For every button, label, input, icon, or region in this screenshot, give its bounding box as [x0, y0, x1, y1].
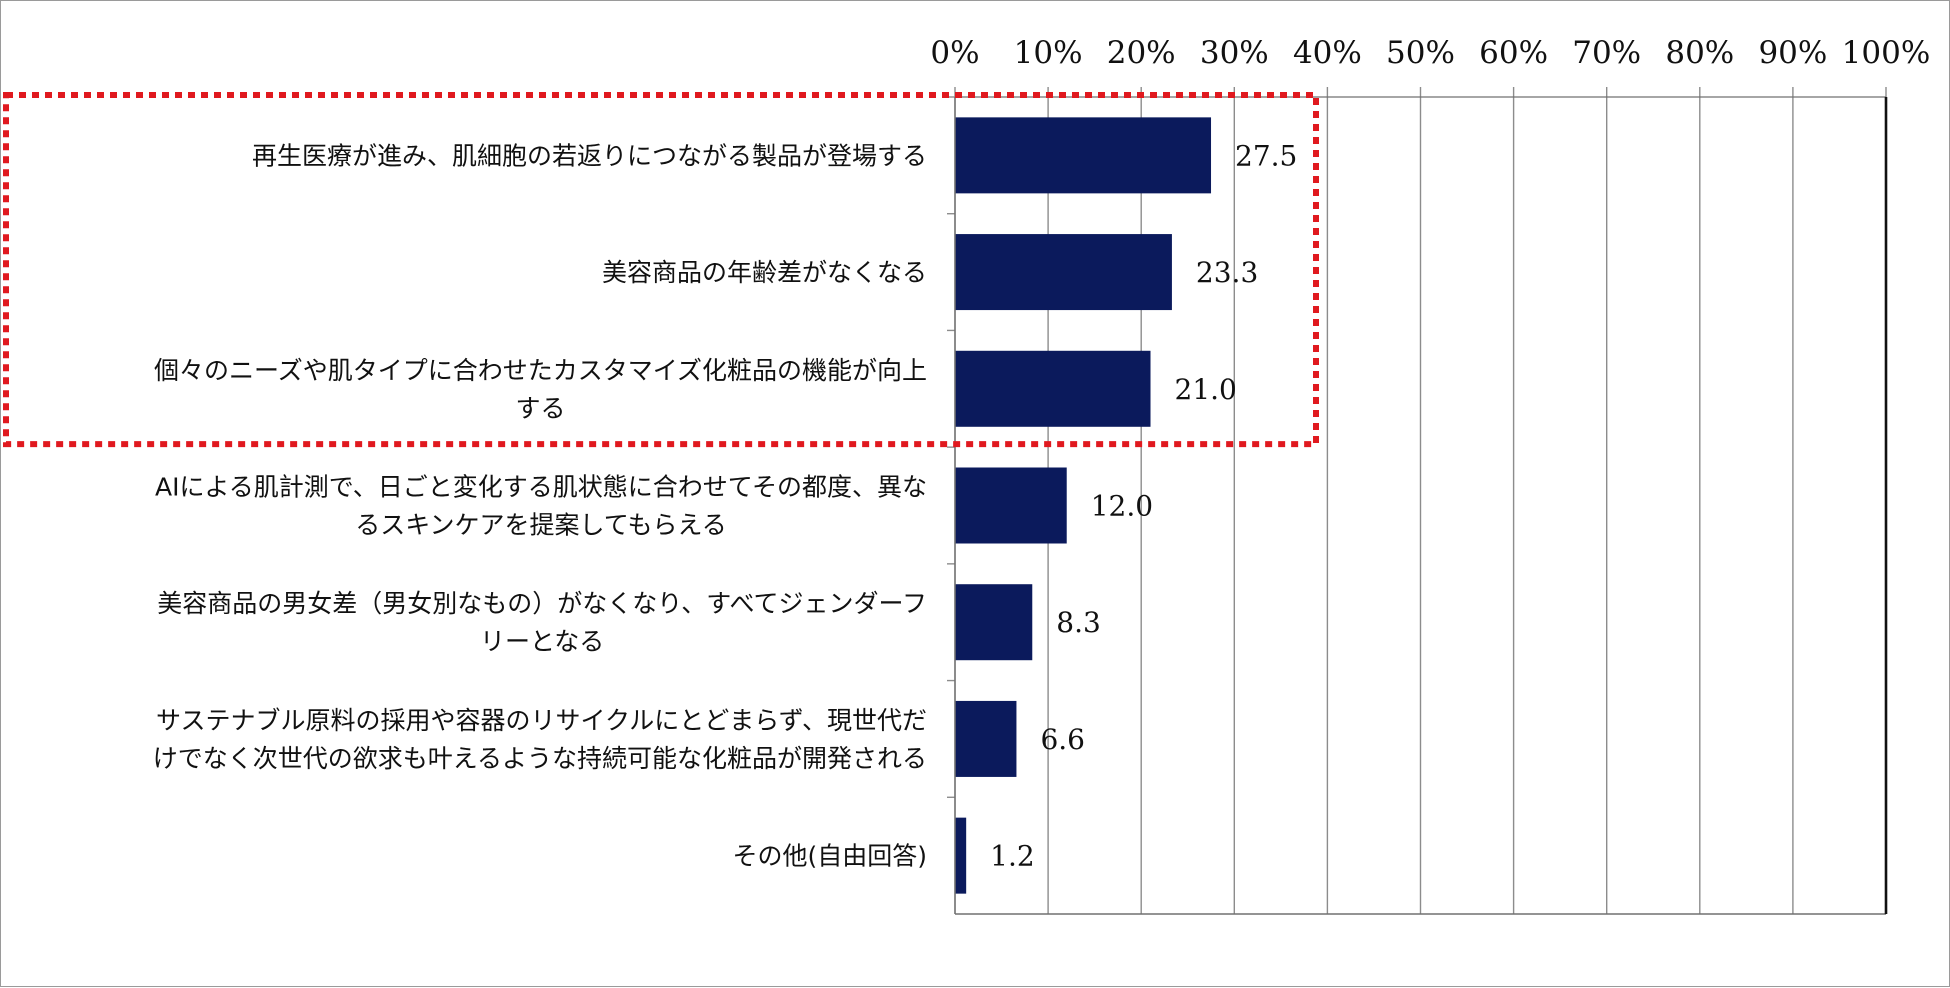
bar-value-label: 27.5 [1235, 139, 1297, 172]
bar [955, 234, 1172, 311]
category-label: AIによる肌計測で、日ごと変化する肌状態に合わせてその都度、異な [155, 473, 927, 502]
category-label: その他(自由回答) [732, 842, 927, 871]
bar-value-label: 1.2 [990, 840, 1035, 873]
bars [955, 117, 1212, 894]
bar-value-label: 8.3 [1056, 606, 1101, 639]
value-labels: 27.5 23.3 21.0 12.0 8.3 6.6 1.2 [990, 139, 1297, 872]
x-tick-label: 90% [1758, 35, 1827, 71]
bar [955, 467, 1067, 544]
category-labels: 再生医療が進み、肌細胞の若返りにつながる製品が登場する美容商品の年齢差がなくなる… [153, 141, 927, 870]
x-tick-label: 70% [1572, 35, 1641, 71]
x-tick-label: 60% [1479, 35, 1548, 71]
category-label: るスキンケアを提案してもらえる [355, 511, 727, 540]
bar-value-label: 23.3 [1196, 256, 1258, 289]
bar [955, 350, 1151, 427]
bar [955, 817, 967, 894]
category-label: 再生医療が進み、肌細胞の若返りにつながる製品が登場する [252, 141, 927, 170]
highlight-box [3, 92, 1319, 448]
axes [947, 96, 1888, 915]
category-label: 美容商品の男女差（男女別なもの）がなくなり、すべてジェンダーフ [157, 589, 927, 618]
gridlines [1047, 97, 1887, 914]
x-tick-label: 20% [1107, 35, 1176, 71]
x-tick-label: 0% [930, 35, 979, 71]
highlight-dotted-box [3, 92, 1319, 448]
category-label: 個々のニーズや肌タイプに合わせたカスタマイズ化粧品の機能が向上 [154, 356, 927, 385]
category-label: サステナブル原料の採用や容器のリサイクルにとどまらず、現世代だ [156, 706, 927, 735]
category-label: けでなく次世代の欲求も叶えるような持続可能な化粧品が開発される [153, 744, 927, 773]
bar [955, 117, 1212, 194]
bar-value-label: 6.6 [1040, 723, 1085, 756]
bar-value-label: 12.0 [1091, 490, 1153, 523]
x-axis-ticks: 0% 10% 20% 30% 40% 50% 60% 70% 80% 90% 100% [930, 35, 1930, 97]
bar-value-label: 21.0 [1175, 373, 1237, 406]
x-tick-label: 50% [1386, 35, 1455, 71]
x-tick-label: 30% [1200, 35, 1269, 71]
category-label: する [515, 394, 565, 423]
x-tick-label: 100% [1842, 35, 1931, 71]
bar [955, 584, 1033, 661]
x-tick-label: 40% [1293, 35, 1362, 71]
x-tick-label: 80% [1665, 35, 1734, 71]
x-tick-label: 10% [1014, 35, 1083, 71]
bar [955, 700, 1017, 777]
category-label: リーとなる [480, 627, 604, 656]
category-label: 美容商品の年齢差がなくなる [602, 258, 927, 287]
